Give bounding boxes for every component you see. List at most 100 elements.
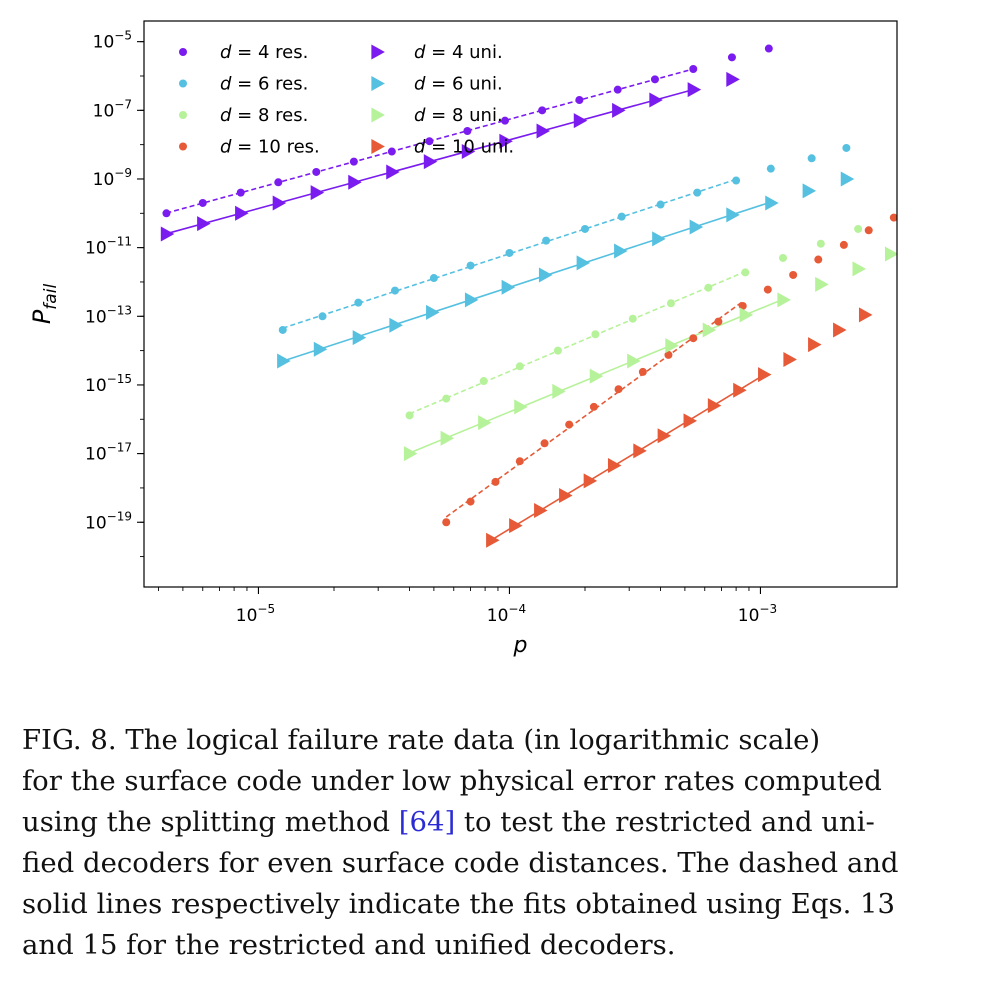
- data-point: [352, 330, 367, 346]
- data-point: [387, 147, 396, 156]
- data-point: [429, 274, 438, 283]
- citation-link[interactable]: [64]: [398, 806, 456, 838]
- legend-entry: d = 8 uni.: [371, 105, 503, 126]
- data-point: [318, 312, 327, 321]
- data-point: [864, 226, 873, 235]
- data-point: [386, 164, 400, 180]
- data-point: [614, 243, 628, 259]
- caption-line: using the splitting method [64] to test …: [22, 802, 984, 843]
- y-tick-label: 10−13: [85, 303, 132, 327]
- data-point: [235, 205, 249, 221]
- legend-marker: [371, 44, 385, 60]
- data-point: [310, 185, 325, 201]
- x-axis-label: p: [513, 633, 528, 658]
- data-point: [779, 253, 788, 262]
- y-tick-label: 10−15: [85, 372, 132, 396]
- fit-line: [282, 201, 772, 362]
- data-point: [559, 488, 573, 504]
- data-point: [758, 367, 772, 383]
- data-point: [425, 137, 434, 146]
- legend-entry: d = 4 res.: [179, 42, 308, 63]
- data-point: [499, 133, 513, 149]
- legend-entry: d = 6 uni.: [371, 74, 503, 95]
- data-point: [461, 144, 476, 160]
- data-point: [726, 71, 740, 87]
- data-point: [683, 413, 698, 429]
- data-point: [403, 446, 418, 462]
- data-point: [583, 473, 598, 489]
- data-point: [858, 307, 873, 323]
- data-point: [764, 44, 773, 53]
- data-point: [889, 213, 897, 222]
- data-point: [649, 92, 663, 108]
- data-point: [463, 126, 472, 135]
- data-point: [486, 532, 500, 548]
- y-tick-label: 10−7: [93, 97, 132, 121]
- data-point: [514, 399, 528, 415]
- data-point: [633, 443, 647, 459]
- data-point: [442, 394, 451, 403]
- y-axis-label: Pfail: [28, 284, 61, 325]
- data-point: [814, 255, 823, 264]
- legend-label: d = 10 uni.: [414, 137, 514, 158]
- data-point: [854, 224, 863, 233]
- data-point: [442, 518, 451, 527]
- data-point: [693, 188, 702, 197]
- data-point: [807, 154, 816, 163]
- data-point: [575, 95, 584, 104]
- data-point: [732, 176, 741, 185]
- legend-marker: [179, 48, 187, 56]
- data-point: [689, 219, 704, 235]
- fit-line: [491, 374, 765, 541]
- data-point: [591, 330, 600, 339]
- caption-line: fied decoders for even surface code dist…: [22, 847, 899, 879]
- data-point: [505, 248, 514, 257]
- figure-caption: FIG. 8. The logical failure rate data (i…: [22, 720, 984, 966]
- legend-label: d = 8 uni.: [414, 105, 503, 126]
- data-point: [160, 226, 175, 242]
- legend-entry: d = 6 res.: [179, 74, 308, 95]
- data-point: [656, 200, 665, 209]
- y-tick-label: 10−19: [85, 509, 132, 533]
- data-point: [391, 286, 399, 295]
- data-point: [349, 157, 358, 166]
- data-point: [638, 367, 647, 376]
- data-point: [628, 314, 637, 323]
- legend-label: d = 4 uni.: [414, 42, 503, 63]
- data-point: [666, 299, 675, 308]
- caption-text: using the splitting method: [22, 806, 399, 838]
- data-point: [466, 261, 475, 270]
- data-point: [842, 143, 851, 152]
- legend: d = 4 res. d = 6 res. d = 8 res. d = 10 res…: [179, 42, 514, 158]
- data-point: [589, 402, 598, 411]
- data-point: [277, 353, 291, 369]
- caption-line: solid lines respectively indicate the fi…: [22, 888, 896, 920]
- chart-figure: 10−5 10−4 10−3 10−5 10−7 10−9 10−11 10−13 10−15 1…: [28, 20, 898, 658]
- data-point: [565, 420, 574, 429]
- x-tick-label: 10−3: [738, 602, 777, 626]
- legend-marker: [371, 107, 385, 123]
- data-point: [763, 285, 772, 294]
- y-tick-label: 10−17: [85, 441, 132, 465]
- data-point: [689, 64, 698, 73]
- data-point: [612, 102, 626, 118]
- data-point: [802, 183, 817, 199]
- data-point: [509, 518, 523, 534]
- data-point: [815, 276, 829, 292]
- data-point: [816, 239, 825, 248]
- data-point: [702, 322, 717, 338]
- data-point: [515, 457, 524, 466]
- data-point: [839, 240, 848, 249]
- data-point: [777, 292, 791, 308]
- data-point: [354, 298, 363, 307]
- data-point: [884, 246, 897, 262]
- data-point: [741, 268, 750, 277]
- data-point: [650, 75, 659, 84]
- legend-entry: d = 10 res.: [179, 137, 320, 158]
- caption-line: FIG. 8. The logical failure rate data (i…: [22, 724, 821, 756]
- caption-text: to test the restricted and uni-: [455, 806, 875, 838]
- y-tick-label: 10−11: [85, 235, 132, 259]
- data-point: [726, 207, 740, 223]
- data-point: [466, 497, 475, 506]
- data-point: [617, 212, 626, 221]
